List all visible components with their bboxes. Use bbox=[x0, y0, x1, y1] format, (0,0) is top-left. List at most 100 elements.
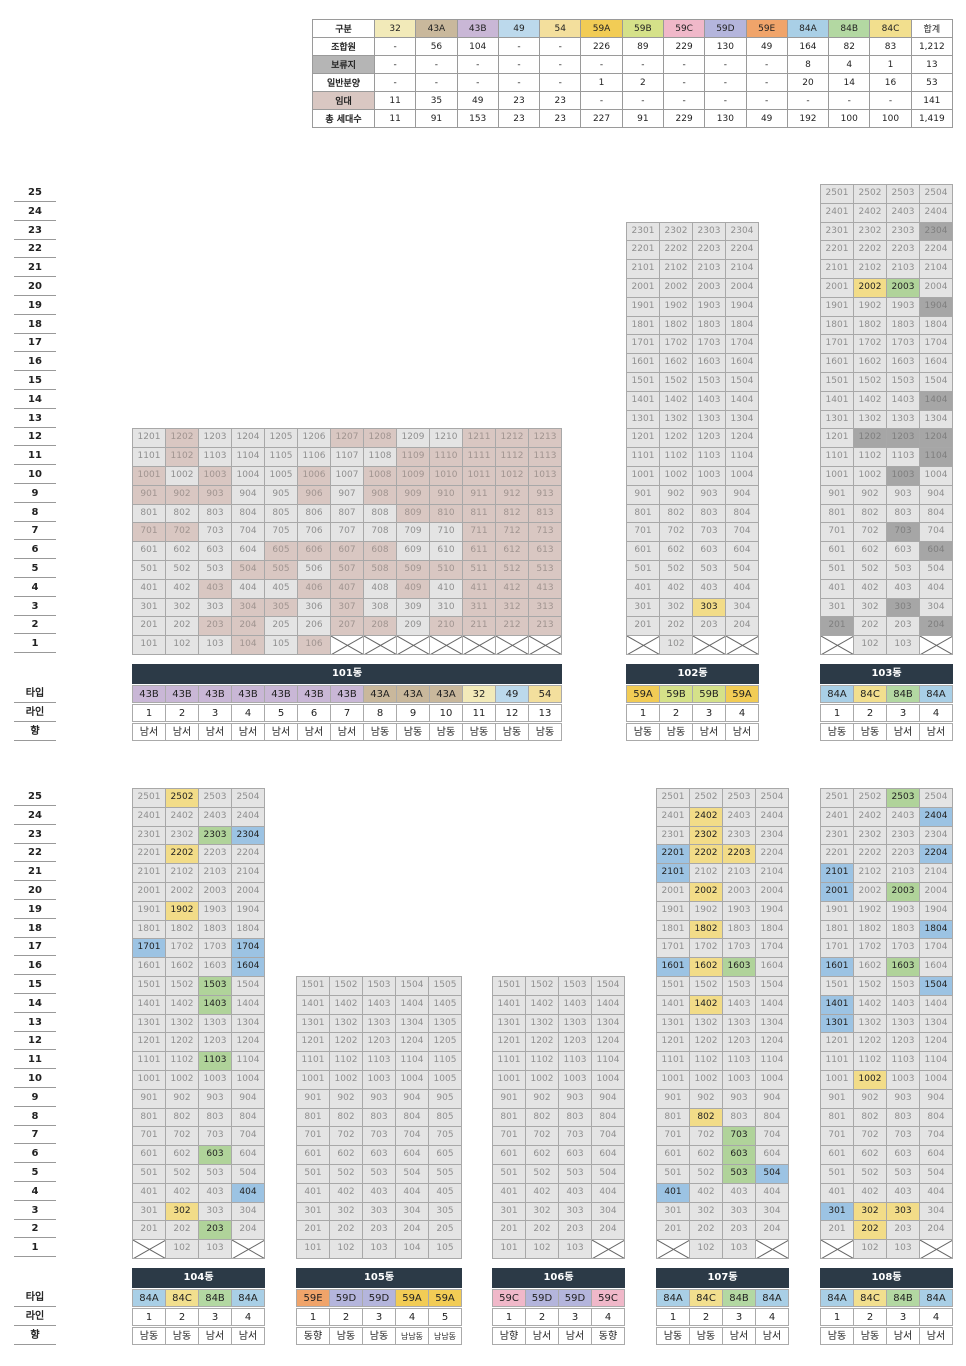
empty-unit bbox=[330, 635, 364, 655]
unit-cell: 402 bbox=[853, 1182, 887, 1203]
summary-type-header: 84A bbox=[786, 19, 830, 38]
unit-cell: 2204 bbox=[919, 844, 953, 865]
summary-cell: - bbox=[539, 37, 582, 56]
unit-cell: 2302 bbox=[165, 825, 199, 846]
summary-cell: - bbox=[497, 73, 541, 92]
unit-cell: 1201 bbox=[492, 1032, 526, 1053]
unit-cell: 1204 bbox=[591, 1032, 625, 1053]
unit-cell: 501 bbox=[656, 1164, 690, 1184]
empty-unit-x-icon bbox=[627, 636, 659, 654]
unit-type: 43A bbox=[363, 685, 397, 703]
floor-label: 12 bbox=[14, 1032, 56, 1051]
line-number: 1 bbox=[132, 703, 166, 722]
unit-cell: 702 bbox=[689, 1126, 723, 1147]
unit-cell: 101 bbox=[132, 635, 166, 655]
unit-cell: 1402 bbox=[525, 994, 559, 1015]
unit-cell: 2201 bbox=[626, 240, 660, 261]
unit-cell: 1203 bbox=[722, 1032, 756, 1053]
unit-cell: 805 bbox=[428, 1107, 462, 1128]
unit-cell: 806 bbox=[297, 503, 331, 524]
unit-cell: 1502 bbox=[659, 372, 693, 392]
unit-cell: 304 bbox=[231, 1201, 265, 1222]
unit-cell: 1801 bbox=[656, 919, 690, 940]
empty-unit bbox=[755, 1239, 789, 1259]
unit-cell: 1402 bbox=[329, 994, 363, 1015]
unit-cell: 1304 bbox=[231, 1013, 265, 1034]
line-number: 3 bbox=[198, 1307, 232, 1326]
empty-unit-x-icon bbox=[756, 1240, 788, 1258]
unit-cell: 802 bbox=[853, 1107, 887, 1128]
unit-cell: 604 bbox=[231, 541, 265, 561]
unit-cell: 1113 bbox=[528, 447, 562, 467]
unit-cell: 102 bbox=[659, 635, 693, 655]
unit-cell: 810 bbox=[429, 503, 463, 524]
unit-cell: 1002 bbox=[853, 466, 887, 486]
unit-cell: 701 bbox=[820, 522, 854, 543]
unit-type: 84A bbox=[820, 1289, 854, 1307]
summary-cell: 11 bbox=[373, 91, 417, 110]
unit-cell: 1002 bbox=[659, 466, 693, 486]
unit-cell: 901 bbox=[492, 1088, 526, 1109]
unit-cell: 1303 bbox=[886, 1013, 920, 1034]
line-number: 5 bbox=[264, 703, 298, 722]
unit-cell: 1403 bbox=[722, 994, 756, 1015]
unit-cell: 1102 bbox=[165, 447, 199, 467]
unit-cell: 2003 bbox=[692, 278, 726, 298]
unit-cell: 2204 bbox=[919, 240, 953, 261]
summary-total-cell: 53 bbox=[910, 73, 954, 92]
unit-cell: 2403 bbox=[722, 806, 756, 827]
summary-cell: - bbox=[456, 55, 499, 74]
line-number: 4 bbox=[231, 703, 265, 722]
unit-cell: 2002 bbox=[165, 882, 199, 902]
floor-label: 19 bbox=[14, 297, 56, 315]
unit-cell: 707 bbox=[330, 522, 364, 543]
unit-type: 43B bbox=[165, 685, 199, 703]
unit-cell: 802 bbox=[329, 1107, 363, 1128]
floor-label: 9 bbox=[14, 1089, 56, 1107]
unit-cell: 609 bbox=[396, 541, 430, 561]
unit-cell: 1901 bbox=[656, 900, 690, 921]
unit-cell: 2002 bbox=[853, 278, 887, 298]
summary-row-label: 조합원 bbox=[312, 37, 375, 56]
summary-cell: 8 bbox=[786, 55, 830, 74]
unit-cell: 1004 bbox=[919, 1070, 953, 1090]
summary-type-header: 49 bbox=[497, 19, 541, 38]
line-number: 12 bbox=[495, 703, 529, 722]
unit-cell: 2401 bbox=[132, 806, 166, 827]
unit-cell: 2204 bbox=[725, 240, 759, 261]
unit-cell: 2003 bbox=[886, 278, 920, 298]
unit-type: 59D bbox=[525, 1289, 559, 1307]
summary-cell: 11 bbox=[373, 109, 417, 128]
unit-cell: 1401 bbox=[296, 994, 330, 1015]
unit-type: 84A bbox=[231, 1289, 265, 1307]
unit-cell: 1703 bbox=[886, 334, 920, 355]
unit-cell: 701 bbox=[656, 1126, 690, 1147]
unit-cell: 1204 bbox=[755, 1032, 789, 1053]
line-number: 10 bbox=[429, 703, 463, 722]
empty-unit-x-icon bbox=[726, 636, 758, 654]
unit-cell: 607 bbox=[330, 541, 364, 561]
unit-cell: 706 bbox=[297, 522, 331, 543]
unit-cell: 204 bbox=[231, 616, 265, 637]
direction: 남서 bbox=[132, 722, 166, 741]
line-number: 2 bbox=[329, 1307, 363, 1326]
unit-cell: 501 bbox=[626, 560, 660, 580]
empty-unit-x-icon bbox=[821, 636, 853, 654]
unit-cell: 1703 bbox=[722, 938, 756, 959]
floor-label: 13 bbox=[14, 410, 56, 428]
unit-cell: 804 bbox=[919, 1107, 953, 1128]
unit-cell: 703 bbox=[198, 1126, 232, 1147]
unit-cell: 1210 bbox=[429, 428, 463, 449]
unit-cell: 2504 bbox=[231, 788, 265, 808]
direction: 남동 bbox=[853, 722, 887, 741]
unit-cell: 602 bbox=[165, 1145, 199, 1165]
summary-type-header: 32 bbox=[373, 19, 417, 38]
unit-cell: 502 bbox=[659, 560, 693, 580]
unit-cell: 103 bbox=[198, 635, 232, 655]
floor-label: 18 bbox=[14, 920, 56, 938]
unit-cell: 502 bbox=[165, 560, 199, 580]
unit-cell: 1502 bbox=[329, 976, 363, 996]
unit-cell: 2301 bbox=[820, 221, 854, 242]
unit-cell: 2004 bbox=[725, 278, 759, 298]
summary-cell: 4 bbox=[828, 55, 871, 74]
